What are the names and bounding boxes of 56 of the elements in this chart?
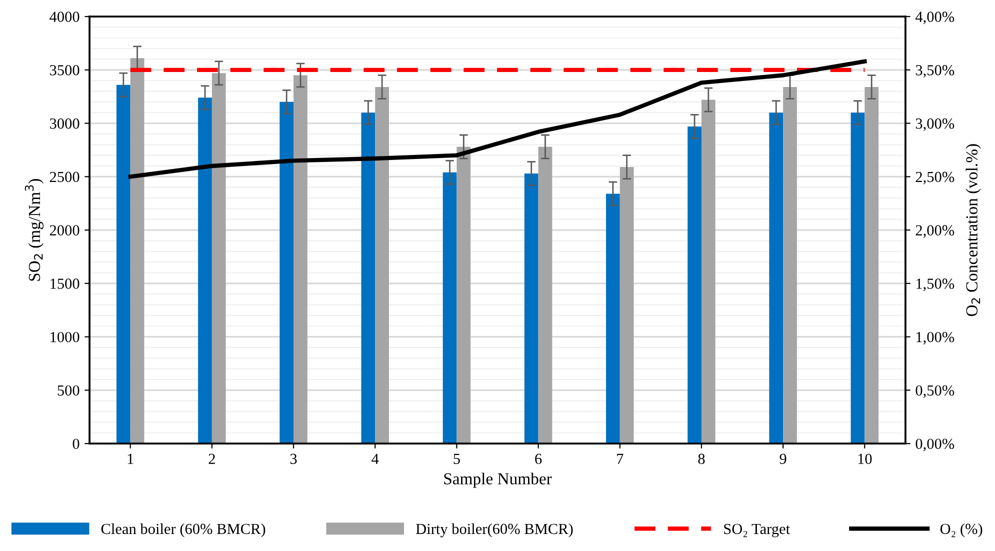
bar [688, 126, 702, 444]
legend-label: Dirty boiler(60% BMCR) [416, 523, 573, 538]
y-tick-label: 1500 [50, 278, 80, 289]
bar [456, 146, 471, 444]
bar [769, 112, 784, 444]
bar [442, 172, 457, 444]
bar [294, 75, 308, 444]
x-tick-label: 2 [208, 454, 215, 464]
y2-tick-label: 3,00% [916, 118, 954, 131]
line-series [128, 59, 867, 179]
bar [212, 73, 226, 444]
y2-axis-title: O$_{2}$ Concentration (vol.%) [966, 144, 981, 316]
bar [538, 146, 552, 444]
y-tick-label: 2500 [50, 172, 80, 182]
y-tick-label: 0 [72, 438, 80, 450]
x-tick-label: 9 [780, 454, 786, 464]
x-axis-title: Sample Number [444, 472, 552, 488]
y2-tick-label: 2,00% [916, 225, 954, 238]
bar [850, 112, 865, 444]
y2-tick-label: 2,50% [916, 172, 954, 184]
bar [116, 84, 130, 444]
bar [864, 86, 879, 444]
x-tick-label: 1 [128, 454, 134, 464]
y2-tick-label: 0,00% [916, 438, 954, 452]
bar [783, 86, 797, 444]
y2-tick-label: 1,50% [916, 278, 954, 292]
legend-label: SO₂ Target [724, 524, 790, 538]
y-axis-title: SO$_{2}$ (mg/Nm$^{3}$) [24, 179, 44, 281]
bar [198, 98, 212, 444]
x-tick-label: 6 [535, 454, 542, 464]
bar [280, 102, 294, 444]
bar [606, 194, 620, 444]
x-tick-label: 3 [290, 454, 297, 464]
y2-tick-label: 3,50% [916, 65, 954, 78]
bar [620, 167, 634, 444]
y-tick-label: 3000 [50, 118, 80, 129]
y-tick-label: 3500 [50, 65, 80, 76]
bar [701, 100, 716, 444]
x-tick-label: 4 [372, 454, 379, 464]
y-tick-label: 1000 [50, 332, 80, 342]
y2-tick-label: 1,00% [916, 332, 954, 344]
y-tick-label: 2000 [50, 225, 80, 236]
bar [361, 112, 376, 444]
x-tick-label: 10 [858, 454, 872, 464]
bar [375, 86, 389, 444]
x-tick-label: 7 [617, 454, 624, 464]
x-tick-label: 8 [698, 454, 705, 464]
legend-label: Clean boiler (60% BMCR) [101, 523, 266, 538]
bar [130, 58, 144, 444]
y2-tick-label: 4,00% [915, 12, 954, 24]
y-tick-label: 4000 [50, 12, 80, 22]
legend-label: O₂ (%) [940, 523, 982, 538]
bar [524, 173, 538, 444]
y2-tick-label: 0,50% [916, 385, 954, 398]
x-tick-label: 5 [454, 454, 460, 464]
y-tick-label: 500 [58, 385, 80, 396]
